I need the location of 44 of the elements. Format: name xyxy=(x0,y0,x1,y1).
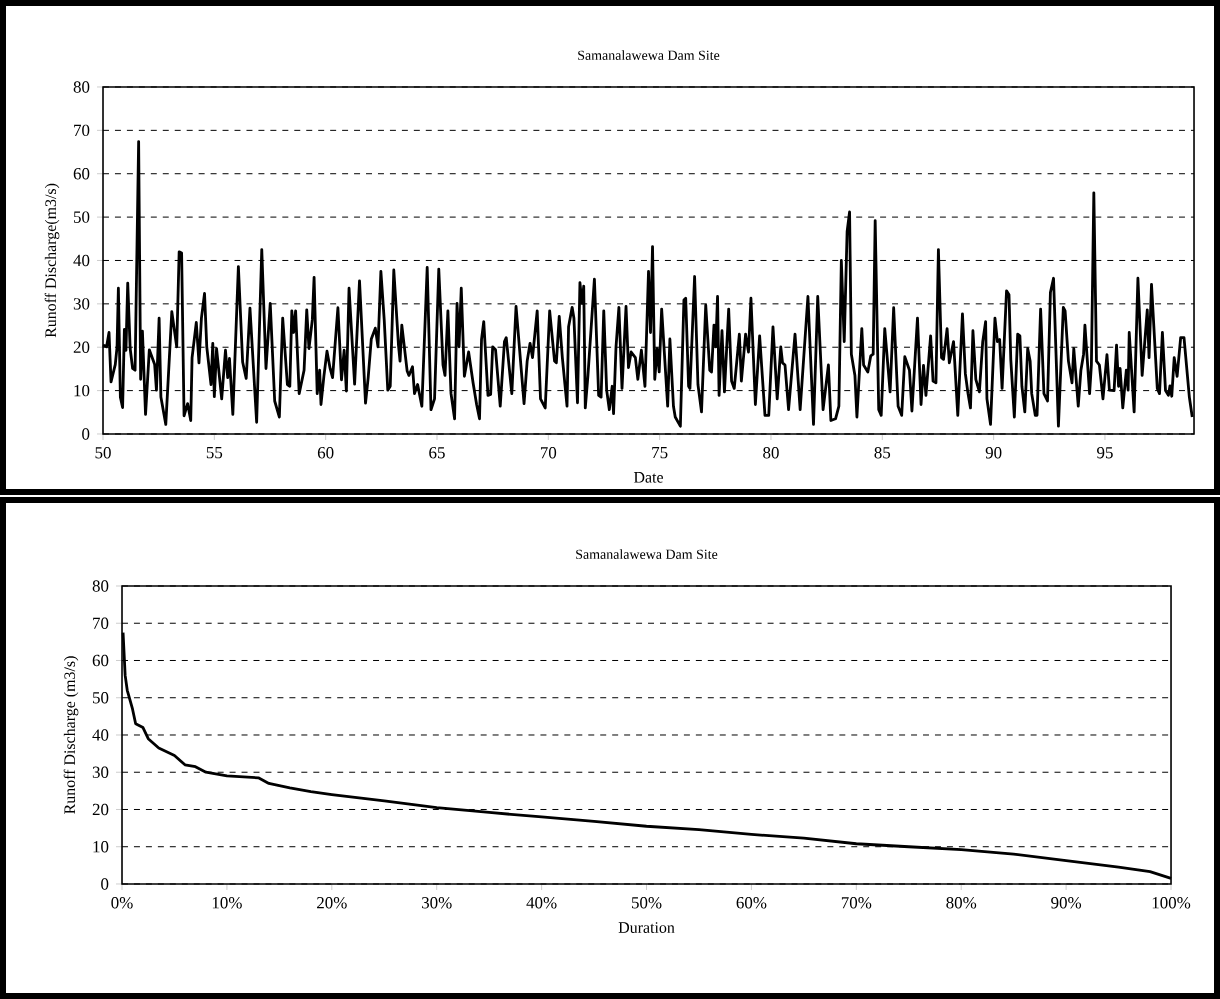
y-axis-title: Runoff Discharge(m3/s) xyxy=(44,183,60,338)
y-tick-label: 50 xyxy=(74,211,90,223)
chart-title: Samanalawewa Dam Site xyxy=(578,50,720,60)
y-tick-label: 80 xyxy=(92,580,109,592)
y-tick-label: 10 xyxy=(93,841,109,853)
x-tick-label: 60 xyxy=(317,447,334,459)
x-tick-label: 10% xyxy=(212,897,242,909)
x-tick-label: 50% xyxy=(631,897,662,909)
x-tick-label: 100% xyxy=(1152,897,1191,909)
x-tick-label: 90% xyxy=(1051,897,1082,909)
y-tick-label: 0 xyxy=(82,428,90,440)
y-tick-label: 60 xyxy=(73,168,90,180)
x-axis-title: Duration xyxy=(618,922,675,933)
x-tick-label: 40% xyxy=(526,897,557,909)
y-tick-label: 40 xyxy=(73,254,90,267)
y-tick-label: 20 xyxy=(92,803,109,816)
x-tick-label: 70% xyxy=(841,897,872,909)
y-tick-label: 50 xyxy=(93,692,109,704)
y-axis-title: Runoff Discharge (m3/s) xyxy=(63,656,79,814)
y-tick-label: 60 xyxy=(92,654,109,667)
x-tick-label: 75 xyxy=(652,447,668,459)
x-tick-label: 80 xyxy=(763,447,779,459)
y-tick-label: 70 xyxy=(93,617,109,629)
x-tick-label: 90 xyxy=(985,447,1002,459)
x-tick-label: 30% xyxy=(422,897,452,909)
x-tick-label: 55 xyxy=(206,447,223,459)
x-tick-label: 20% xyxy=(317,897,347,909)
x-tick-label: 65 xyxy=(429,447,445,459)
x-tick-label: 0% xyxy=(111,897,133,909)
y-tick-label: 30 xyxy=(92,766,109,778)
y-tick-label: 0 xyxy=(101,878,109,890)
y-tick-label: 70 xyxy=(74,124,90,137)
chart-title: Samanalawewa Dam Site xyxy=(576,549,718,559)
x-tick-label: 80% xyxy=(946,897,977,909)
y-tick-label: 40 xyxy=(92,729,109,741)
y-tick-label: 80 xyxy=(73,81,90,93)
x-tick-label: 95 xyxy=(1097,447,1113,459)
y-tick-label: 20 xyxy=(73,341,90,353)
x-tick-label: 60% xyxy=(736,897,767,909)
x-tick-label: 70 xyxy=(540,447,557,459)
y-tick-label: 30 xyxy=(73,298,90,310)
x-axis-title: Date xyxy=(633,472,664,483)
x-tick-label: 85 xyxy=(874,447,891,459)
y-tick-label: 10 xyxy=(74,384,90,397)
